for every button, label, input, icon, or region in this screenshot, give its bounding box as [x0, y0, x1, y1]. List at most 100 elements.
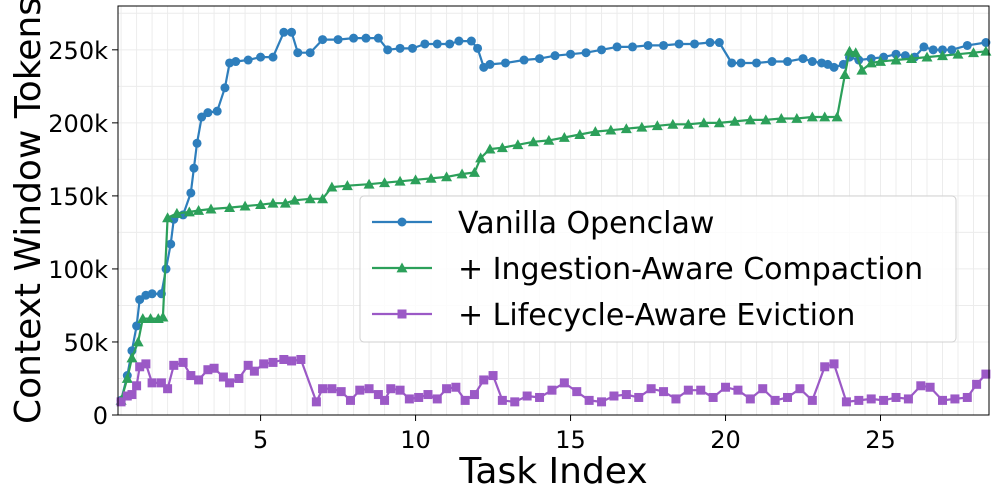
data-point [621, 390, 631, 400]
data-point [671, 394, 681, 404]
data-point [572, 387, 582, 397]
data-point [410, 174, 422, 185]
data-point [296, 354, 306, 364]
data-point [473, 43, 483, 53]
data-point [193, 205, 205, 215]
data-point [643, 40, 653, 50]
data-point [469, 390, 479, 400]
data-point [225, 378, 235, 388]
data-point [829, 359, 839, 369]
data-point [744, 114, 756, 125]
data-point [612, 42, 622, 52]
data-point [925, 382, 935, 392]
data-point [132, 336, 144, 347]
data-point [527, 136, 539, 147]
data-point [116, 397, 126, 407]
data-point [839, 69, 851, 80]
data-point [581, 48, 591, 58]
data-point [425, 172, 437, 183]
data-point [696, 385, 706, 395]
data-point [981, 38, 991, 48]
data-point [423, 390, 433, 400]
data-point [484, 143, 496, 154]
data-point [268, 357, 278, 367]
data-point [363, 178, 375, 189]
data-point [395, 385, 405, 395]
data-point [928, 45, 938, 55]
data-point [659, 387, 669, 397]
data-point [496, 142, 508, 153]
data-point [441, 171, 453, 182]
data-point [807, 57, 817, 67]
data-point [432, 39, 442, 49]
data-point [535, 392, 545, 402]
x-tick-label: 25 [865, 426, 896, 454]
data-point [194, 375, 204, 385]
data-point [566, 49, 576, 59]
data-point [432, 394, 442, 404]
data-point [775, 112, 787, 123]
data-point [267, 197, 279, 208]
data-point [921, 51, 933, 62]
data-point [279, 197, 291, 208]
axis-ticks: 5 10 15 20 25 0 50k 100k 150k 200k 250k [48, 37, 896, 454]
data-point [891, 392, 901, 402]
legend-label: Vanilla Openclaw [458, 206, 714, 241]
data-point [135, 362, 145, 372]
data-point [798, 54, 808, 64]
series-2 [115, 45, 992, 405]
data-point [550, 51, 560, 61]
data-point [454, 36, 464, 46]
data-point [938, 45, 948, 55]
data-point [752, 58, 762, 68]
x-tick-label: 5 [253, 426, 268, 454]
data-point [203, 108, 213, 118]
data-point [255, 199, 267, 210]
data-point [147, 378, 157, 388]
data-point [891, 49, 901, 59]
data-point [758, 384, 768, 394]
data-point [212, 106, 222, 116]
data-point [841, 397, 851, 407]
data-point [733, 385, 743, 395]
series-3 [116, 354, 991, 407]
legend: Vanilla Openclaw + Ingestion-Aware Compac… [359, 195, 957, 343]
data-point [169, 360, 179, 370]
data-point [137, 313, 149, 323]
legend-swatch-marker [396, 262, 408, 273]
data-point [205, 203, 217, 214]
data-point [259, 359, 269, 369]
data-point [609, 391, 619, 401]
data-point [145, 313, 157, 323]
data-point [311, 397, 321, 407]
data-point [968, 47, 980, 58]
data-point [844, 45, 856, 56]
data-point [355, 385, 365, 395]
data-point [727, 58, 737, 68]
data-point [132, 321, 142, 331]
data-point [558, 131, 570, 142]
data-point [708, 392, 718, 402]
data-point [721, 382, 731, 392]
data-point [373, 390, 383, 400]
data-point [132, 381, 142, 391]
data-point [634, 392, 644, 402]
data-point [952, 48, 964, 59]
data-point [404, 394, 414, 404]
y-axis-title: Context Window Tokens [8, 0, 49, 424]
data-point [714, 38, 724, 48]
data-point [510, 397, 520, 407]
data-point [192, 138, 202, 148]
y-tick-label: 50k [64, 329, 109, 357]
data-point [605, 124, 617, 135]
x-tick-label: 15 [555, 426, 586, 454]
data-point [317, 193, 329, 204]
data-point [209, 363, 219, 373]
data-point [856, 64, 868, 75]
data-point [683, 385, 693, 395]
data-point [807, 395, 817, 405]
data-point [543, 134, 555, 145]
data-point [203, 365, 213, 375]
legend-item: Vanilla Openclaw [372, 206, 714, 241]
data-point [574, 129, 586, 139]
